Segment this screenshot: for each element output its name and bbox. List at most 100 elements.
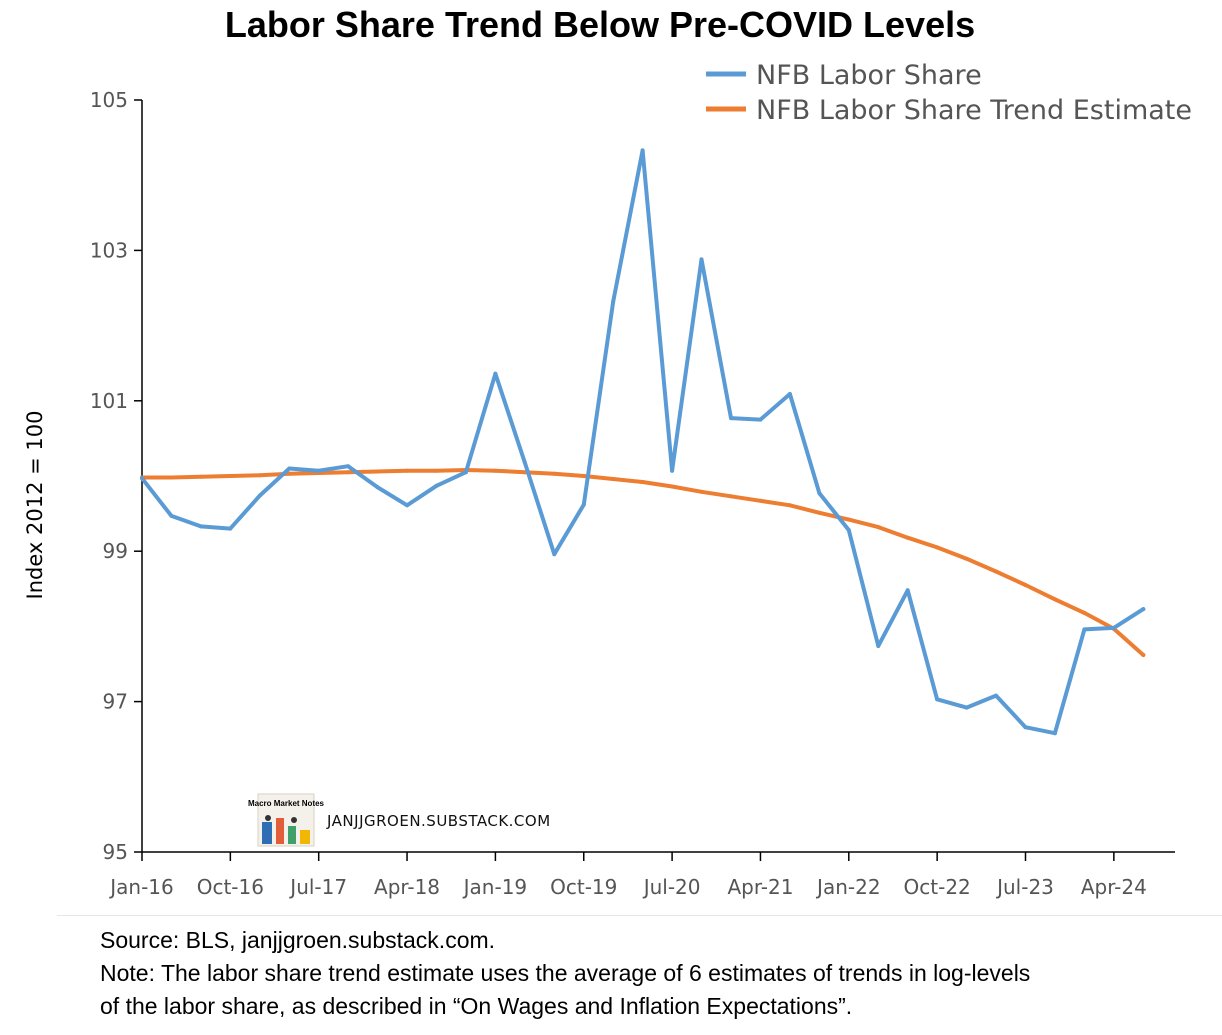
y-tick-label: 99 <box>103 539 128 563</box>
data-point-nfb-labor-share <box>140 476 144 481</box>
data-point-trend-estimate <box>1052 597 1057 602</box>
data-point-trend-estimate <box>787 503 792 508</box>
data-point-nfb-labor-share <box>729 416 733 421</box>
x-tick-label: Apr-21 <box>727 875 793 899</box>
data-point-nfb-labor-share <box>1052 731 1057 736</box>
x-tick-label: Apr-24 <box>1081 875 1147 899</box>
x-tick-label: Oct-22 <box>904 875 971 899</box>
x-tick-label: Jan-16 <box>108 875 174 899</box>
data-point-trend-estimate <box>287 471 292 476</box>
divider <box>57 915 1222 916</box>
data-point-nfb-labor-share <box>787 392 792 396</box>
data-point-nfb-labor-share <box>405 503 410 508</box>
macro-market-notes-logo: Macro Market Notes <box>248 793 325 847</box>
data-point-nfb-labor-share <box>640 148 645 153</box>
data-point-nfb-labor-share <box>169 513 174 518</box>
data-point-nfb-labor-share <box>758 417 763 422</box>
y-axis-label: Index 2012 = 100 <box>23 411 47 600</box>
data-point-nfb-labor-share <box>817 491 822 496</box>
y-ticks: 95 97 99 101 103 105 <box>90 88 142 864</box>
y-tick-label: 103 <box>90 238 128 262</box>
data-point-nfb-labor-share <box>198 524 203 529</box>
data-point-nfb-labor-share <box>287 466 292 471</box>
data-point-nfb-labor-share <box>1082 627 1087 632</box>
data-point-nfb-labor-share <box>846 528 851 533</box>
x-tick-label: Jan-19 <box>462 875 528 899</box>
data-point-trend-estimate <box>670 484 675 489</box>
x-ticks: Jan-16 Oct-16 Jul-17 Apr-18 Jan-19 Oct-19 Jul-… <box>108 852 1147 899</box>
data-point-nfb-labor-share <box>375 485 380 490</box>
data-point-trend-estimate <box>169 475 174 480</box>
data-point-trend-estimate <box>493 468 498 473</box>
series-line-nfb-labor-share <box>140 148 1146 736</box>
data-point-trend-estimate <box>1082 610 1087 615</box>
x-tick-label: Oct-16 <box>197 875 264 899</box>
method-note-line-1: Note: The labor share trend estimate use… <box>100 960 1031 986</box>
data-point-trend-estimate <box>611 477 616 481</box>
data-point-nfb-labor-share <box>463 470 468 475</box>
data-point-trend-estimate <box>817 510 822 515</box>
data-point-trend-estimate <box>434 468 439 473</box>
data-point-nfb-labor-share <box>493 371 498 376</box>
data-point-trend-estimate <box>1023 583 1028 587</box>
legend-label-nfb-labor-share: NFB Labor Share <box>756 60 982 91</box>
data-point-nfb-labor-share <box>876 644 881 648</box>
x-tick-label: Apr-18 <box>374 875 440 899</box>
data-point-nfb-labor-share <box>581 502 586 507</box>
data-point-trend-estimate <box>1141 653 1146 657</box>
watermark-site: JANJJGROEN.SUBSTACK.COM <box>326 812 551 830</box>
legend: NFB Labor Share NFB Labor Share Trend Es… <box>706 60 1192 126</box>
data-point-trend-estimate <box>640 480 645 484</box>
data-point-nfb-labor-share <box>346 464 351 469</box>
data-point-nfb-labor-share <box>699 257 704 262</box>
data-point-nfb-labor-share <box>964 705 969 710</box>
data-point-nfb-labor-share <box>552 552 557 557</box>
method-note-line-2: of the labor share, as described in “On … <box>100 993 853 1019</box>
data-point-nfb-labor-share <box>316 468 321 473</box>
logo-text: Macro Market Notes <box>248 799 325 808</box>
data-point-nfb-labor-share <box>228 526 233 531</box>
data-point-trend-estimate <box>699 489 704 494</box>
data-point-nfb-labor-share <box>522 460 527 465</box>
y-tick-label: 101 <box>90 389 128 413</box>
data-point-nfb-labor-share <box>1141 607 1146 612</box>
x-tick-label: Oct-19 <box>550 875 617 899</box>
data-point-trend-estimate <box>729 494 733 499</box>
data-point-nfb-labor-share <box>1023 725 1028 730</box>
watermark: Macro Market Notes JANJJGROEN.SUBSTACK.C… <box>248 793 551 847</box>
data-point-trend-estimate <box>228 474 233 478</box>
data-point-trend-estimate <box>552 471 557 476</box>
series-line-trend-estimate <box>140 468 1146 657</box>
data-point-nfb-labor-share <box>611 299 616 304</box>
data-point-trend-estimate <box>876 525 881 530</box>
chart-title: Labor Share Trend Below Pre-COVID Levels <box>225 4 975 45</box>
x-tick-label: Jul-23 <box>995 875 1054 899</box>
series-layer <box>140 148 1146 736</box>
data-point-nfb-labor-share <box>994 693 998 698</box>
data-point-nfb-labor-share <box>905 588 910 593</box>
data-point-trend-estimate <box>346 470 351 475</box>
data-point-nfb-labor-share <box>434 483 439 488</box>
data-point-trend-estimate <box>905 535 910 540</box>
data-point-trend-estimate <box>581 474 586 478</box>
data-point-trend-estimate <box>405 468 410 473</box>
y-tick-label: 95 <box>103 840 128 864</box>
source-note: Source: BLS, janjjgroen.substack.com. <box>100 927 496 953</box>
data-point-nfb-labor-share <box>257 493 262 498</box>
legend-label-trend-estimate: NFB Labor Share Trend Estimate <box>756 95 1192 126</box>
data-point-trend-estimate <box>846 517 851 522</box>
data-point-nfb-labor-share <box>1111 625 1116 630</box>
data-point-trend-estimate <box>257 473 262 478</box>
data-point-trend-estimate <box>935 545 940 550</box>
labor-share-chart: Labor Share Trend Below Pre-COVID Levels… <box>23 4 1192 899</box>
data-point-trend-estimate <box>964 556 969 561</box>
data-point-nfb-labor-share <box>670 468 675 473</box>
data-point-nfb-labor-share <box>935 697 940 702</box>
x-tick-label: Jul-20 <box>642 875 701 899</box>
data-point-trend-estimate <box>375 469 380 474</box>
data-point-trend-estimate <box>994 569 998 574</box>
notes: Source: BLS, janjjgroen.substack.com. No… <box>100 924 1210 1023</box>
data-point-trend-estimate <box>198 474 203 479</box>
x-tick-label: Jul-17 <box>288 875 347 899</box>
y-tick-label: 105 <box>90 88 128 112</box>
